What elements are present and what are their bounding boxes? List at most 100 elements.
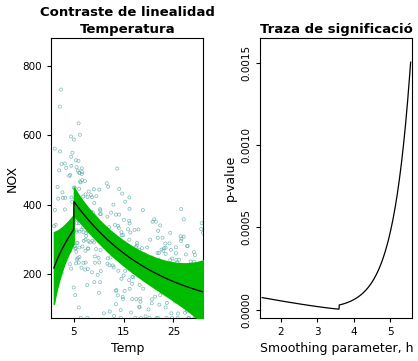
Point [169,263,176,269]
Point [114,166,120,171]
Point [174,274,181,280]
Point [181,286,188,291]
Point [176,290,182,296]
Point [74,168,81,174]
Point [187,276,194,282]
Point [94,272,101,278]
Point [66,261,73,267]
Point [84,228,91,234]
Point [85,189,92,195]
Title: Traza de significació: Traza de significació [260,22,413,35]
Point [182,310,189,316]
Point [147,262,154,268]
Point [185,286,192,292]
Point [82,217,89,223]
Point [85,246,92,252]
Point [120,247,126,253]
Point [118,232,125,238]
Point [204,236,211,242]
Point [105,248,112,253]
Point [194,277,201,283]
Point [82,248,89,254]
Point [153,261,159,267]
Point [74,240,80,245]
Point [92,253,98,259]
Point [57,239,64,244]
Point [160,248,167,254]
Point [96,227,102,232]
Point [184,243,190,249]
Point [71,243,78,249]
Point [79,177,85,183]
Point [183,252,189,257]
Point [97,211,103,217]
Point [77,179,84,185]
Point [92,223,99,229]
Point [178,238,184,244]
Point [127,260,134,266]
Point [110,265,117,270]
Point [108,210,115,216]
Point [163,315,170,321]
Point [82,260,89,265]
Point [154,235,161,241]
Point [67,248,74,254]
Point [193,315,200,321]
Point [142,264,148,269]
Point [76,186,82,192]
Point [120,273,127,278]
Point [154,250,161,256]
Point [89,238,96,244]
Point [78,265,85,271]
Point [74,255,81,261]
Point [58,87,64,92]
Point [117,240,124,245]
Point [166,280,172,286]
Point [74,220,80,226]
Point [79,165,85,171]
Point [76,254,83,260]
Point [194,279,201,285]
Point [101,310,107,316]
Point [119,294,126,300]
Point [136,247,143,253]
Point [134,270,140,276]
Point [84,245,91,251]
Point [64,240,71,245]
Point [103,180,110,186]
Point [137,296,143,301]
Point [120,217,127,223]
Point [200,262,206,268]
Point [129,281,135,287]
Point [149,260,155,265]
Point [198,220,205,226]
Point [136,282,143,288]
Point [84,194,91,200]
Point [155,315,161,321]
Point [155,261,161,266]
Point [63,165,69,171]
Point [159,235,166,240]
Point [112,288,119,294]
Point [61,258,68,264]
Point [73,217,80,222]
Point [54,184,61,190]
Point [61,161,68,166]
Point [178,206,184,212]
Point [198,226,204,232]
Point [153,270,159,276]
Point [157,222,163,228]
Point [62,195,69,201]
Point [93,193,99,199]
Point [101,240,108,245]
Point [131,227,138,233]
Point [82,237,89,243]
Point [93,216,100,221]
Point [79,171,85,177]
Point [140,286,147,292]
Point [75,121,82,126]
Point [187,258,194,264]
Point [126,251,133,257]
Point [118,276,125,282]
Point [162,251,169,257]
